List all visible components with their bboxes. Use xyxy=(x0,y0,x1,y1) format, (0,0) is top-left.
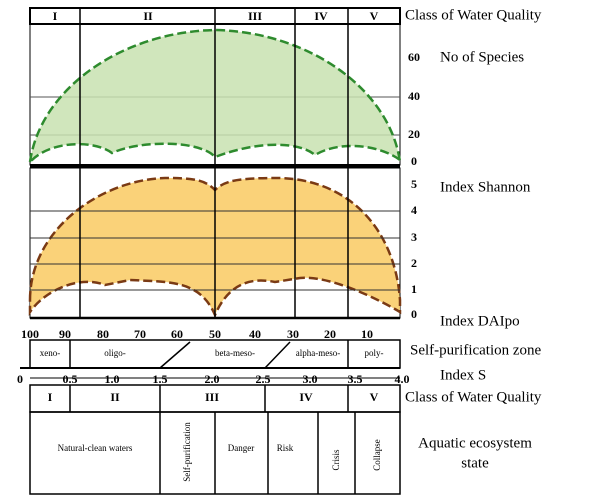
y-tick-label: 60 xyxy=(408,50,420,64)
x-tick-label: 3.0 xyxy=(303,372,318,386)
x-tick-label: 60 xyxy=(171,327,183,341)
x-tick-label: 0 xyxy=(17,372,23,386)
row-caption: Class of Water Quality xyxy=(405,389,542,405)
state-label: Collapse xyxy=(372,439,382,471)
zone-label: oligo- xyxy=(104,348,126,358)
row-caption: Class of Water Quality xyxy=(405,7,542,23)
x-tick-label: 3.5 xyxy=(348,372,363,386)
class-label: I xyxy=(53,9,58,23)
class-label: III xyxy=(248,9,262,23)
state-label: Danger xyxy=(228,443,255,453)
state-label: Natural-clean waters xyxy=(58,443,133,453)
y-tick-label: 5 xyxy=(411,177,417,191)
state-label: Self-purification xyxy=(182,422,192,482)
zone-label: beta-meso- xyxy=(215,348,255,358)
row-caption: No of Species xyxy=(440,49,524,65)
x-tick-label: 10 xyxy=(361,327,373,341)
y-tick-label: 2 xyxy=(411,256,417,270)
x-tick-label: 1.5 xyxy=(153,372,168,386)
state-label: Crisis xyxy=(331,449,341,471)
y-tick-label: 0 xyxy=(411,307,417,321)
x-tick-label: 1.0 xyxy=(105,372,120,386)
x-tick-label: 90 xyxy=(59,327,71,341)
x-tick-label: 20 xyxy=(324,327,336,341)
class-dividers xyxy=(79,8,349,318)
class-label: II xyxy=(143,9,153,23)
row-caption: Aquatic ecosystem xyxy=(418,435,532,451)
class-label: III xyxy=(205,390,219,404)
x-tick-label: 2.0 xyxy=(205,372,220,386)
row-caption: Index Shannon xyxy=(440,179,531,195)
x-tick-label: 30 xyxy=(287,327,299,341)
row-caption: Self-purification zone xyxy=(410,342,542,358)
zone-label: alpha-meso- xyxy=(296,348,340,358)
class-label: IV xyxy=(314,9,328,23)
y-tick-label: 3 xyxy=(411,230,417,244)
row-caption: state xyxy=(461,455,489,471)
zone-label: xeno- xyxy=(40,348,61,358)
x-tick-label: 70 xyxy=(134,327,146,341)
x-tick-label: 4.0 xyxy=(395,372,410,386)
row-caption: Index S xyxy=(440,367,486,383)
class-label: V xyxy=(370,390,379,404)
x-tick-label: 100 xyxy=(21,327,39,341)
class-label: I xyxy=(48,390,53,404)
x-tick-label: 80 xyxy=(97,327,109,341)
y-tick-label: 4 xyxy=(411,203,417,217)
row-caption: Index DAIpo xyxy=(440,313,520,329)
x-tick-label: 0.5 xyxy=(63,372,78,386)
zone-label: poly- xyxy=(365,348,384,358)
y-tick-label: 1 xyxy=(411,282,417,296)
y-tick-label: 0 xyxy=(411,154,417,168)
x-tick-label: 50 xyxy=(209,327,221,341)
state-label: Risk xyxy=(277,443,294,453)
class-label: IV xyxy=(299,390,313,404)
lower-table xyxy=(20,316,401,495)
y-tick-label: 40 xyxy=(408,89,420,103)
class-label: II xyxy=(110,390,120,404)
x-tick-label: 2.5 xyxy=(256,372,271,386)
y-tick-label: 20 xyxy=(408,127,420,141)
x-tick-label: 40 xyxy=(249,327,261,341)
class-label: V xyxy=(370,9,379,23)
